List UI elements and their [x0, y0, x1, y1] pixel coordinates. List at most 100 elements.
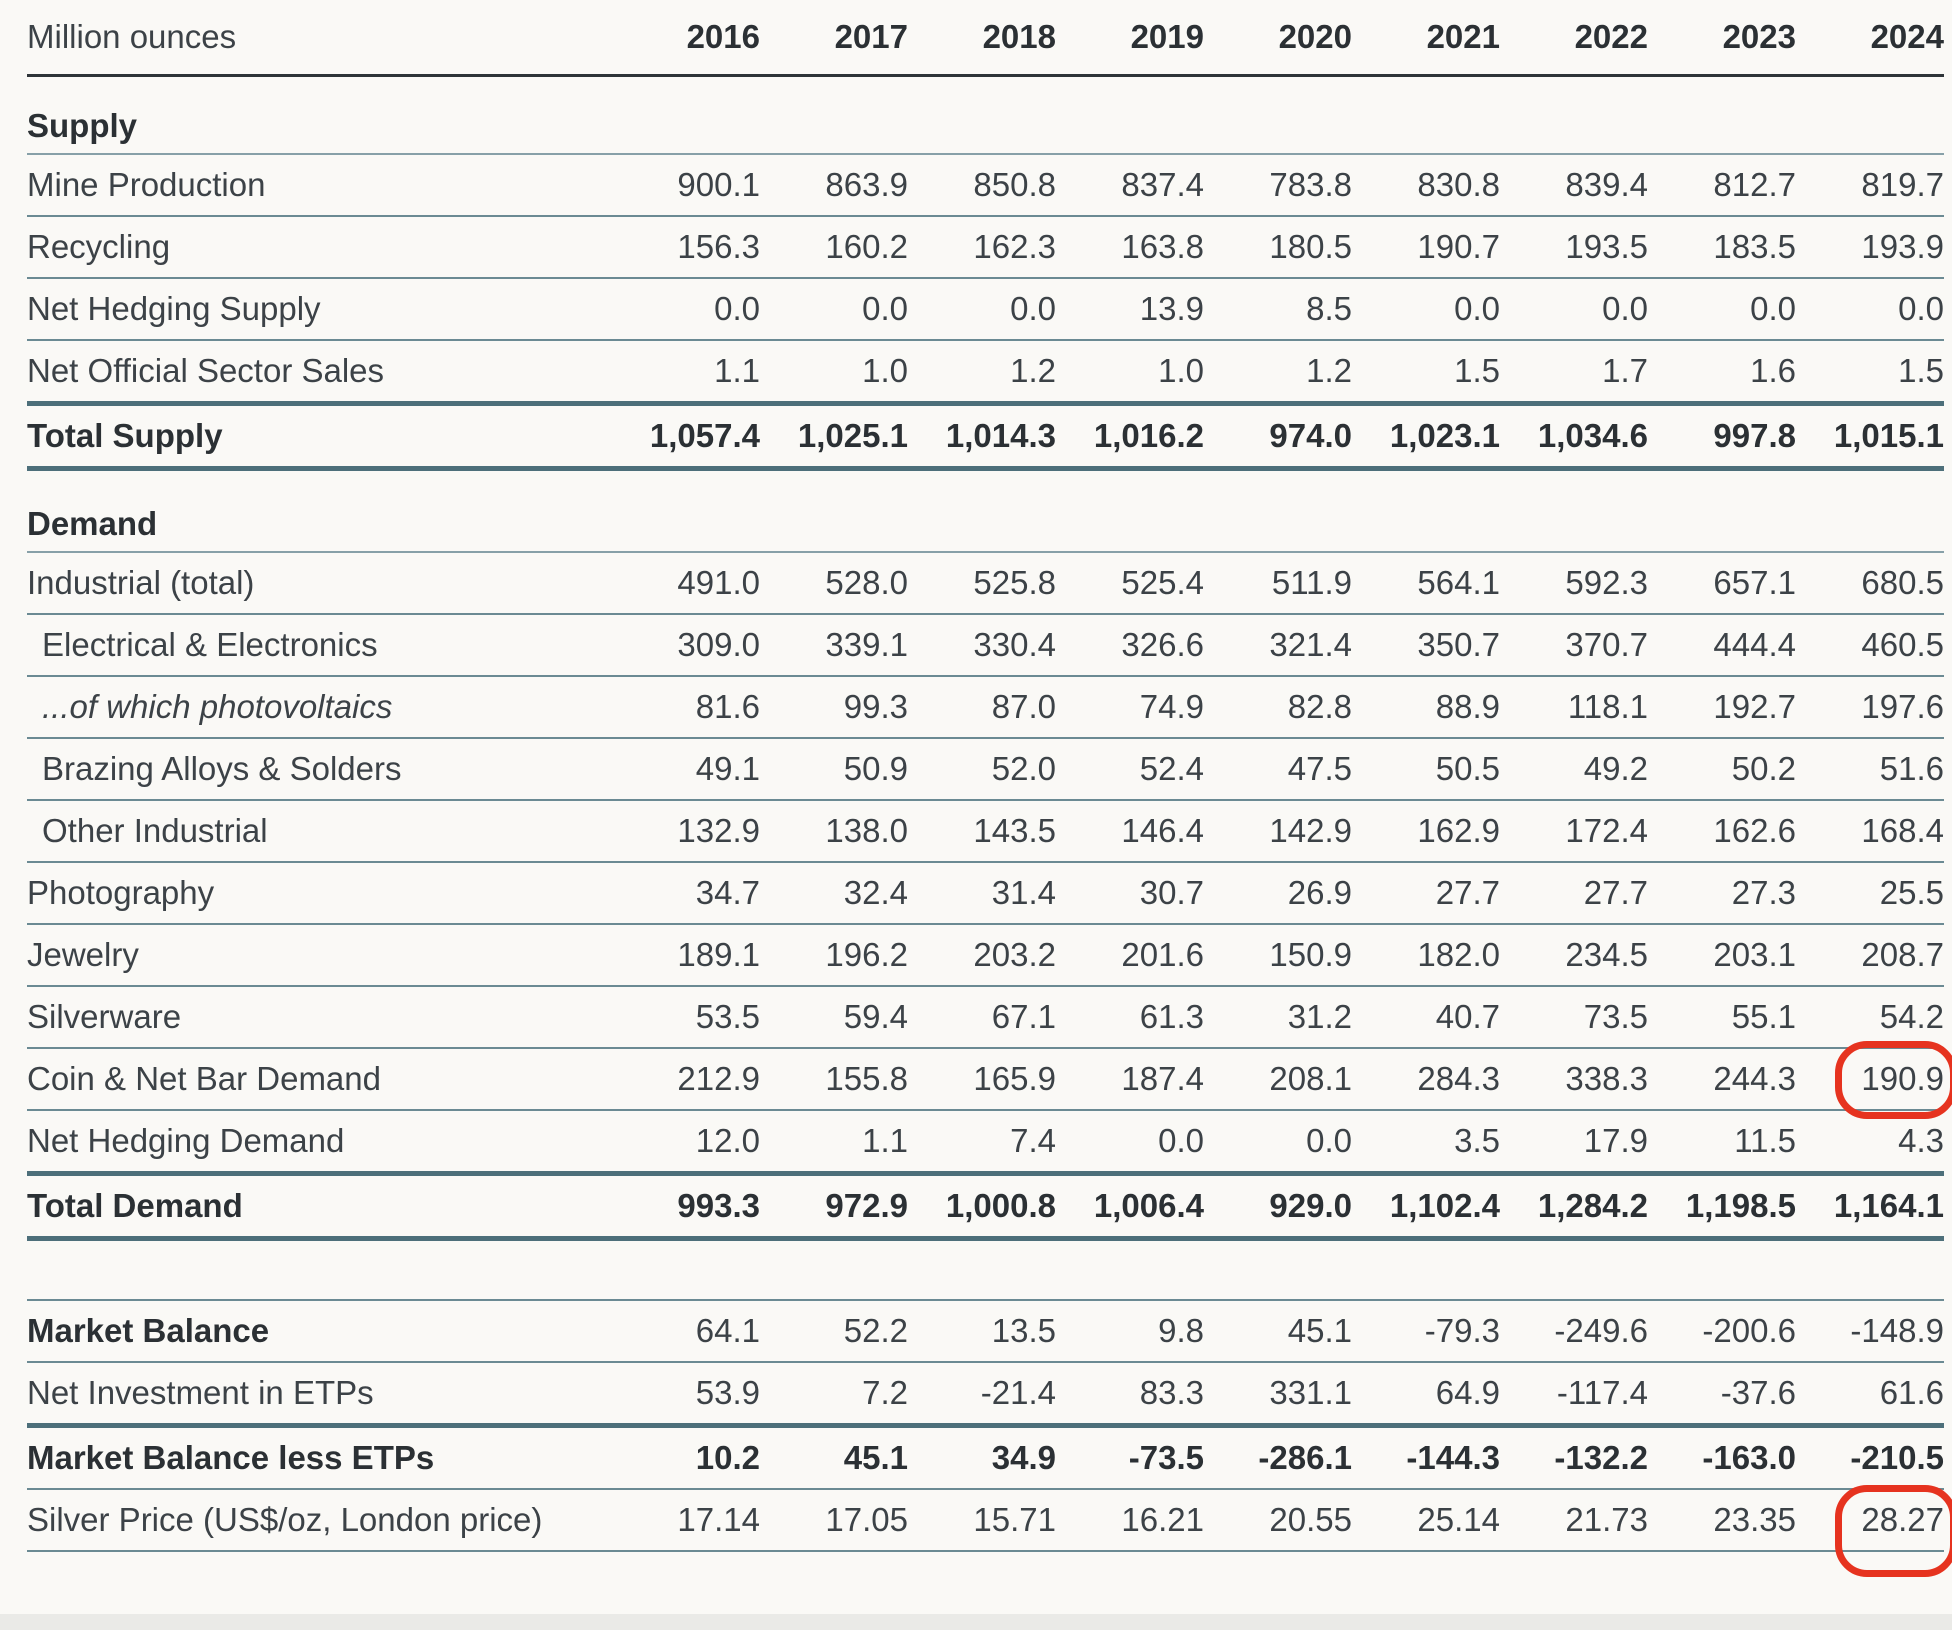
value-cell: 528.0 — [825, 564, 908, 601]
value-cell: 657.1 — [1713, 564, 1796, 601]
value-cell: 850.8 — [973, 166, 1056, 203]
row-label: Electrical & Electronics — [42, 626, 378, 663]
value-cell: 180.5 — [1269, 228, 1352, 265]
value-cell: 1,164.1 — [1833, 1187, 1944, 1224]
table-row: Total Supply 1,057.4 1,025.1 1,014.3 1,016.2… — [27, 406, 1944, 471]
value-cell: 9.8 — [1158, 1312, 1204, 1349]
table-row: Net Investment in ETPs 53.9 7.2 -21.4 83.3 33… — [27, 1363, 1944, 1428]
value-cell: 7.2 — [862, 1374, 908, 1411]
value-cell: 64.1 — [695, 1312, 760, 1349]
value-cell: 34.9 — [991, 1439, 1056, 1476]
value-cell: 49.1 — [695, 750, 760, 787]
value-cell: 900.1 — [677, 166, 760, 203]
table-body: Supply Mine Production 900.1 863.9 850.8 837.… — [27, 77, 1952, 1577]
value-cell: 197.6 — [1861, 688, 1944, 725]
row-label: Total Supply — [27, 417, 223, 454]
table-row: Recycling 156.3 160.2 162.3 163.8 180.5 190.7 1… — [27, 217, 1944, 279]
value-cell: 192.7 — [1713, 688, 1796, 725]
value-cell: 28.27 — [1796, 1485, 1952, 1577]
section-row: Supply — [27, 99, 1944, 155]
value-cell: 172.4 — [1565, 812, 1648, 849]
value-cell: -117.4 — [1556, 1374, 1648, 1411]
row-label: ...of which photovoltaics — [42, 688, 393, 725]
value-cell: 350.7 — [1417, 626, 1500, 663]
value-cell: 7.4 — [1010, 1122, 1056, 1159]
value-cell: 11.5 — [1734, 1122, 1796, 1159]
value-cell: 156.3 — [677, 228, 760, 265]
section-gap — [27, 77, 1944, 99]
unit-label: Million ounces — [27, 18, 237, 55]
row-label: Market Balance — [27, 1312, 270, 1349]
value-cell: 59.4 — [843, 998, 908, 1035]
value-cell: -144.3 — [1406, 1439, 1500, 1476]
value-cell: 592.3 — [1565, 564, 1648, 601]
value-cell: 31.2 — [1287, 998, 1352, 1035]
value-cell: 1,023.1 — [1389, 417, 1500, 454]
value-cell: 972.9 — [825, 1187, 908, 1224]
value-cell: 1,016.2 — [1093, 417, 1204, 454]
row-label: Net Investment in ETPs — [27, 1374, 374, 1411]
value-cell: 974.0 — [1269, 417, 1352, 454]
value-cell: 0.0 — [1750, 290, 1796, 327]
row-label: Net Hedging Demand — [27, 1122, 345, 1159]
value-cell: 444.4 — [1713, 626, 1796, 663]
value-cell: 929.0 — [1269, 1187, 1352, 1224]
table-row: Industrial (total) 491.0 528.0 525.8 525.4 51… — [27, 553, 1944, 615]
value-cell: 0.0 — [1898, 290, 1944, 327]
value-cell: -79.3 — [1424, 1312, 1500, 1349]
value-cell: 0.0 — [1454, 290, 1500, 327]
value-cell: 81.6 — [695, 688, 760, 725]
value-cell: 162.6 — [1713, 812, 1796, 849]
red-highlight-circle-icon — [1835, 1041, 1952, 1119]
value-cell: -37.6 — [1720, 1374, 1796, 1411]
value-cell: 17.9 — [1583, 1122, 1648, 1159]
value-cell: 27.3 — [1731, 874, 1796, 911]
table-row: Net Hedging Supply 0.0 0.0 0.0 13.9 8.5 0.0 0.0… — [27, 279, 1944, 341]
value-cell: 812.7 — [1713, 166, 1796, 203]
value-cell: 1,006.4 — [1093, 1187, 1204, 1224]
value-cell: 50.5 — [1435, 750, 1500, 787]
value-cell: 193.9 — [1861, 228, 1944, 265]
value-cell: 15.71 — [973, 1501, 1056, 1538]
table-row: Other Industrial 132.9 138.0 143.5 146.4 142.… — [27, 801, 1944, 863]
value-cell: 1.1 — [714, 352, 760, 389]
table-row: Silver Price (US$/oz, London price) 17.14… — [27, 1485, 1952, 1577]
value-cell: 201.6 — [1121, 936, 1204, 973]
value-cell: 13.5 — [991, 1312, 1056, 1349]
year-header-2018: 2018 — [982, 18, 1056, 55]
value-cell: 8.5 — [1306, 290, 1352, 327]
row-label: Industrial (total) — [27, 564, 255, 601]
value-cell: 0.0 — [1602, 290, 1648, 327]
row-label: Brazing Alloys & Solders — [42, 750, 402, 787]
year-header-2016: 2016 — [686, 18, 760, 55]
row-label: Recycling — [27, 228, 171, 265]
row-label: Market Balance less ETPs — [27, 1439, 435, 1476]
row-label: Mine Production — [27, 166, 266, 203]
value-cell: 196.2 — [825, 936, 908, 973]
value-cell: 50.2 — [1731, 750, 1796, 787]
value-cell: 61.3 — [1139, 998, 1204, 1035]
value-cell: 997.8 — [1713, 417, 1796, 454]
value-cell: -163.0 — [1702, 1439, 1796, 1476]
section-gap — [27, 1241, 1944, 1299]
row-label: Photography — [27, 874, 215, 911]
value-cell: 52.2 — [843, 1312, 908, 1349]
bottom-edge-strip — [0, 1614, 1952, 1630]
year-header-2019: 2019 — [1130, 18, 1204, 55]
value-cell: 30.7 — [1139, 874, 1204, 911]
value-cell: 87.0 — [991, 688, 1056, 725]
table-row: Brazing Alloys & Solders 49.1 50.9 52.0 52.4… — [27, 739, 1944, 801]
table-row: Market Balance less ETPs 10.2 45.1 34.9 -73.… — [27, 1428, 1944, 1490]
table-row: Electrical & Electronics 309.0 339.1 330.4 3… — [27, 615, 1944, 677]
year-header-2020: 2020 — [1278, 18, 1352, 55]
value-cell: 165.9 — [973, 1060, 1056, 1097]
value-cell: 338.3 — [1565, 1060, 1648, 1097]
value-cell: 27.7 — [1583, 874, 1648, 911]
value-cell: 50.9 — [843, 750, 908, 787]
year-header-2021: 2021 — [1426, 18, 1500, 55]
highlighted-value: 190.9 — [1835, 1041, 1952, 1119]
value-cell: 208.1 — [1269, 1060, 1352, 1097]
value-cell: 208.7 — [1861, 936, 1944, 973]
value-cell: 64.9 — [1435, 1374, 1500, 1411]
value-cell: 168.4 — [1861, 812, 1944, 849]
